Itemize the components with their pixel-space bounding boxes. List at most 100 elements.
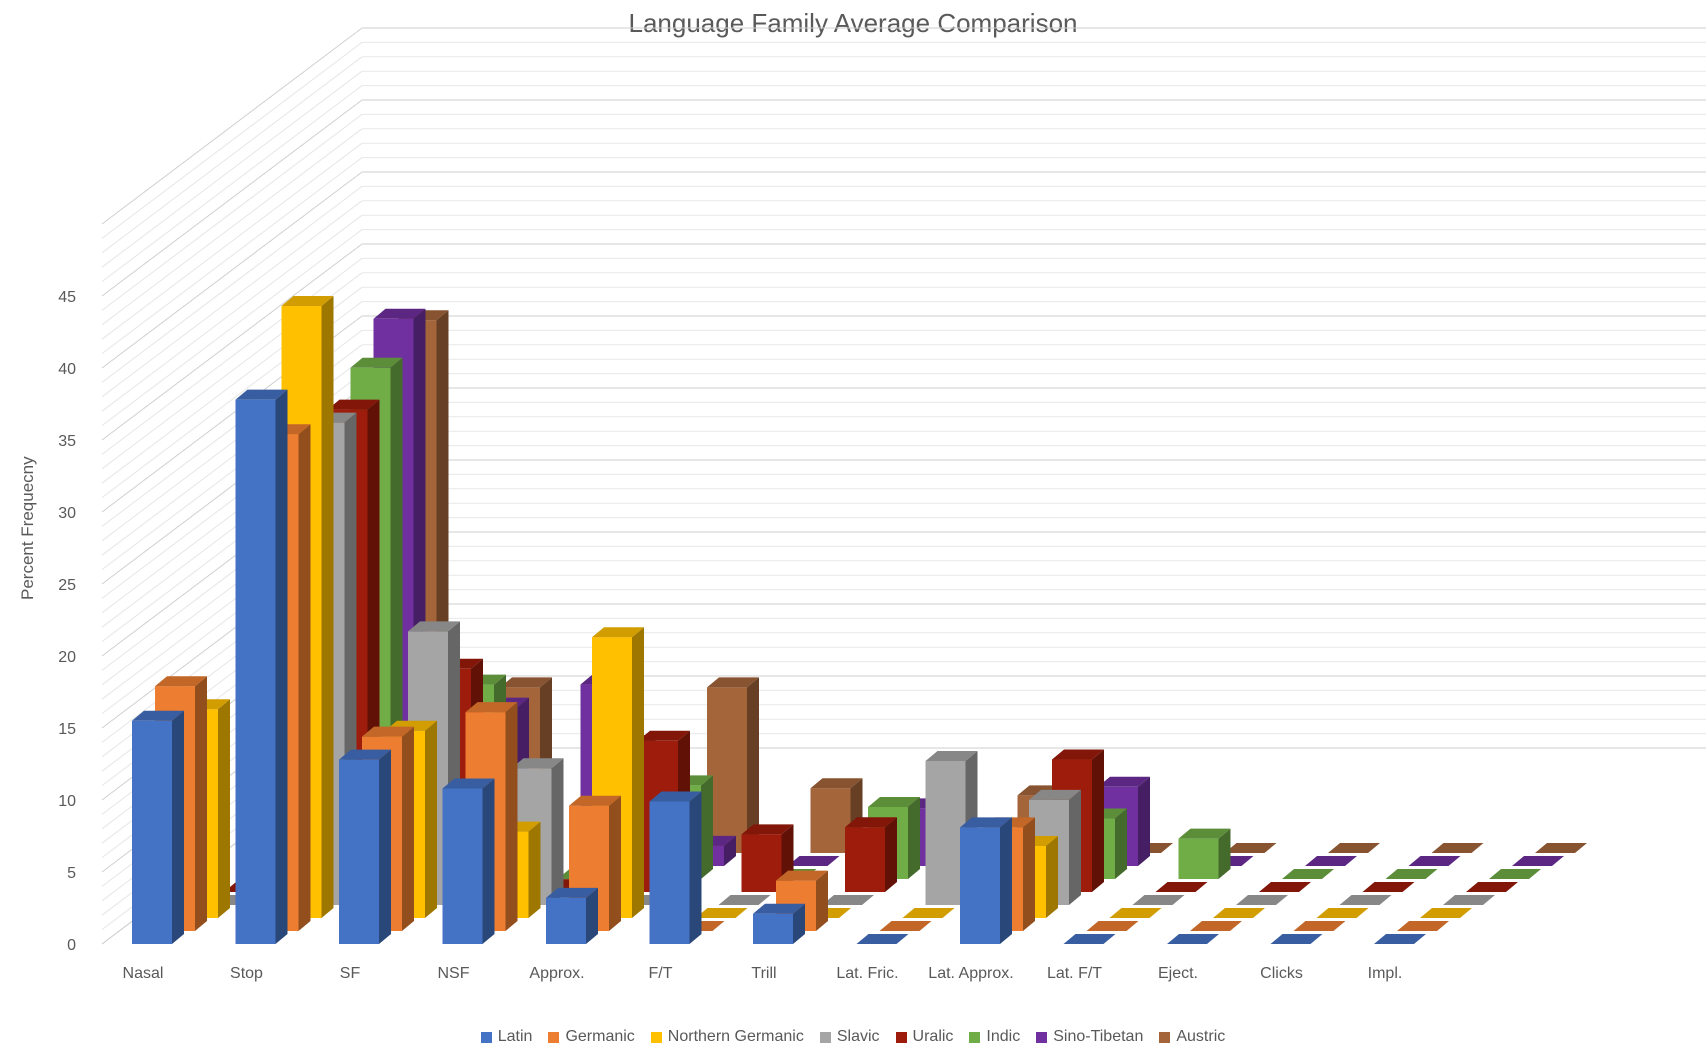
bar xyxy=(960,817,1012,944)
bar xyxy=(879,921,932,931)
bar-side xyxy=(689,791,702,944)
bar-top xyxy=(1535,843,1587,853)
bar xyxy=(902,908,955,918)
bar-top xyxy=(1316,908,1369,918)
bar xyxy=(1420,908,1472,918)
bar-side xyxy=(701,775,713,879)
bar-top xyxy=(741,824,794,835)
legend-item: Northern Germanic xyxy=(650,1028,804,1046)
side-gridline xyxy=(101,56,363,254)
bar-top xyxy=(879,921,932,931)
bar-side xyxy=(1000,817,1012,944)
bar-top xyxy=(132,710,184,721)
bar-front xyxy=(1178,838,1219,879)
bar xyxy=(1328,843,1380,853)
bar-top xyxy=(649,791,702,802)
bar xyxy=(339,749,391,944)
bar xyxy=(546,887,598,944)
bar-top xyxy=(776,870,828,881)
bar-top xyxy=(511,758,564,769)
bar-top xyxy=(1293,921,1346,931)
bar-top xyxy=(1408,856,1461,866)
bar xyxy=(1535,843,1587,853)
bar xyxy=(1270,934,1323,944)
bar-top xyxy=(592,627,644,638)
x-tick-label: NSF xyxy=(438,965,470,982)
bar-top xyxy=(1362,882,1415,892)
bar xyxy=(753,903,805,944)
y-tick-label: 20 xyxy=(58,649,76,666)
bar xyxy=(1466,882,1518,892)
bar-side xyxy=(609,795,621,931)
y-tick-label: 25 xyxy=(58,577,76,594)
bar-side xyxy=(172,710,184,944)
bar xyxy=(1236,895,1288,905)
legend-swatch xyxy=(969,1031,981,1043)
legend-swatch xyxy=(1036,1031,1048,1043)
bar-side xyxy=(528,821,541,918)
bar xyxy=(1489,869,1541,879)
legend-item: Germanic xyxy=(548,1028,635,1046)
bar xyxy=(1132,895,1185,905)
bar-side xyxy=(379,749,391,944)
bar-top xyxy=(1282,869,1334,879)
legend-label: Sino-Tibetan xyxy=(1053,1028,1144,1045)
y-tick-label: 35 xyxy=(58,433,76,450)
bar-top xyxy=(350,357,403,368)
y-tick-labels: 0 5 10 15 20 25 30 35 40 45 xyxy=(58,289,76,954)
side-gridline xyxy=(101,70,363,268)
bar xyxy=(1224,843,1277,853)
x-tick-label: Trill xyxy=(751,965,776,982)
bar-top xyxy=(546,887,598,898)
bar xyxy=(1374,934,1426,944)
x-tick-label: Approx. xyxy=(529,965,584,982)
side-gridline xyxy=(101,85,363,282)
bar xyxy=(1109,908,1162,918)
side-gridline xyxy=(101,128,363,326)
legend-label: Austric xyxy=(1176,1028,1226,1045)
bar-top xyxy=(822,895,874,905)
side-gridline xyxy=(101,27,363,225)
bar-side xyxy=(816,870,828,931)
bar-top xyxy=(1178,828,1231,839)
bar-front xyxy=(546,897,586,944)
y-tick-label: 45 xyxy=(58,289,76,306)
bar-top xyxy=(718,895,771,905)
bar xyxy=(1362,882,1415,892)
bar xyxy=(649,791,702,944)
bar xyxy=(822,895,874,905)
x-tick-label: SF xyxy=(340,965,361,982)
bar-top xyxy=(856,934,909,944)
bar xyxy=(695,908,748,918)
y-tick-label: 5 xyxy=(67,865,76,882)
bar xyxy=(1190,921,1242,931)
bar-front xyxy=(339,759,379,944)
bar-front xyxy=(925,761,966,905)
side-gridline xyxy=(101,229,363,426)
x-tick-label: F/T xyxy=(649,965,673,982)
bar-side xyxy=(1115,808,1127,879)
bar-top xyxy=(1213,908,1265,918)
bar-top xyxy=(327,399,380,410)
side-gridline xyxy=(101,157,363,354)
bars xyxy=(132,296,1587,944)
legend-label: Latin xyxy=(497,1028,533,1045)
legend-swatch xyxy=(895,1031,907,1043)
legend-swatch xyxy=(650,1031,662,1043)
bar-front xyxy=(845,827,885,892)
bar-top xyxy=(465,702,518,713)
bar-side xyxy=(632,627,644,918)
bar xyxy=(1063,934,1116,944)
bar-front xyxy=(707,687,747,853)
side-gridline xyxy=(101,171,363,369)
bar-front xyxy=(649,801,690,944)
x-tick-label: Stop xyxy=(230,965,263,982)
legend-swatch xyxy=(819,1031,831,1043)
x-tick-labels: Nasal Stop SF NSF Approx. F/T Trill Lat. Fric. L… xyxy=(123,965,1403,982)
legend-label: Northern Germanic xyxy=(667,1028,804,1045)
bar-side xyxy=(1218,828,1231,879)
bar-side xyxy=(425,720,437,918)
y-tick-label: 40 xyxy=(58,361,76,378)
bar-top xyxy=(810,778,863,789)
bar-side xyxy=(195,676,207,931)
